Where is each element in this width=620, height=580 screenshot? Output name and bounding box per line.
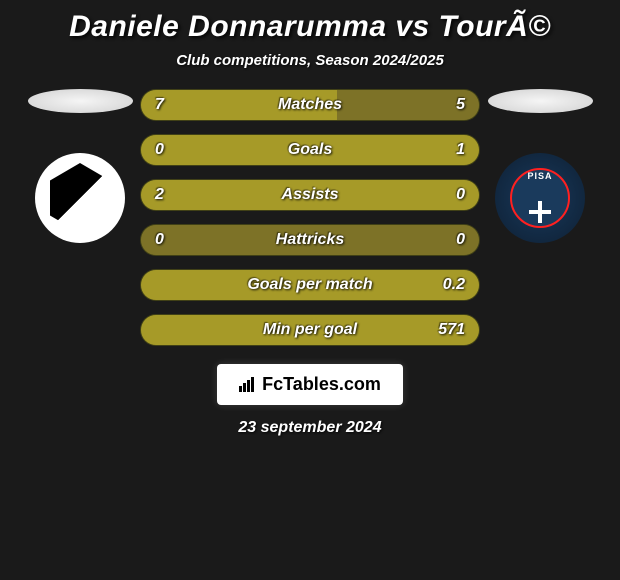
comparison-subtitle: Club competitions, Season 2024/2025 — [176, 52, 444, 69]
player-left-photo — [28, 89, 133, 113]
club-logo-left — [35, 153, 125, 243]
stat-value-right: 1 — [435, 141, 465, 159]
stat-value-left: 0 — [155, 231, 185, 249]
stat-label: Min per goal — [263, 321, 357, 339]
club-logo-right — [495, 153, 585, 243]
stat-row: 7 Matches 5 — [140, 89, 480, 121]
player-left-column — [20, 89, 140, 243]
stat-value-right: 571 — [435, 321, 465, 339]
stat-value-right: 0 — [435, 231, 465, 249]
stat-label: Hattricks — [276, 231, 344, 249]
stat-label: Goals — [288, 141, 332, 159]
source-text: FcTables.com — [262, 374, 381, 395]
stat-value-left: 7 — [155, 96, 185, 114]
stat-row: Min per goal 571 — [140, 314, 480, 346]
comparison-content: 7 Matches 5 0 Goals 1 2 Assists 0 0 Hattricks 0 Goal… — [0, 89, 620, 346]
stat-label: Matches — [278, 96, 342, 114]
stat-value-left: 2 — [155, 186, 185, 204]
stats-column: 7 Matches 5 0 Goals 1 2 Assists 0 0 Hattricks 0 Goal… — [140, 89, 480, 346]
date-text: 23 september 2024 — [238, 419, 381, 437]
stat-label: Assists — [282, 186, 339, 204]
stat-value-right: 0 — [435, 186, 465, 204]
stat-row: 0 Goals 1 — [140, 134, 480, 166]
pisa-cross-icon — [529, 201, 551, 223]
signal-icon — [239, 377, 254, 392]
player-right-column — [480, 89, 600, 243]
comparison-title: Daniele Donnarumma vs TourÃ© — [69, 10, 551, 44]
player-right-photo — [488, 89, 593, 113]
stat-row: 2 Assists 0 — [140, 179, 480, 211]
stat-label: Goals per match — [247, 276, 372, 294]
source-attribution: FcTables.com — [217, 364, 403, 405]
stat-value-left: 0 — [155, 141, 185, 159]
stat-value-right: 5 — [435, 96, 465, 114]
stat-row: Goals per match 0.2 — [140, 269, 480, 301]
stat-value-right: 0.2 — [435, 276, 465, 294]
stat-row: 0 Hattricks 0 — [140, 224, 480, 256]
